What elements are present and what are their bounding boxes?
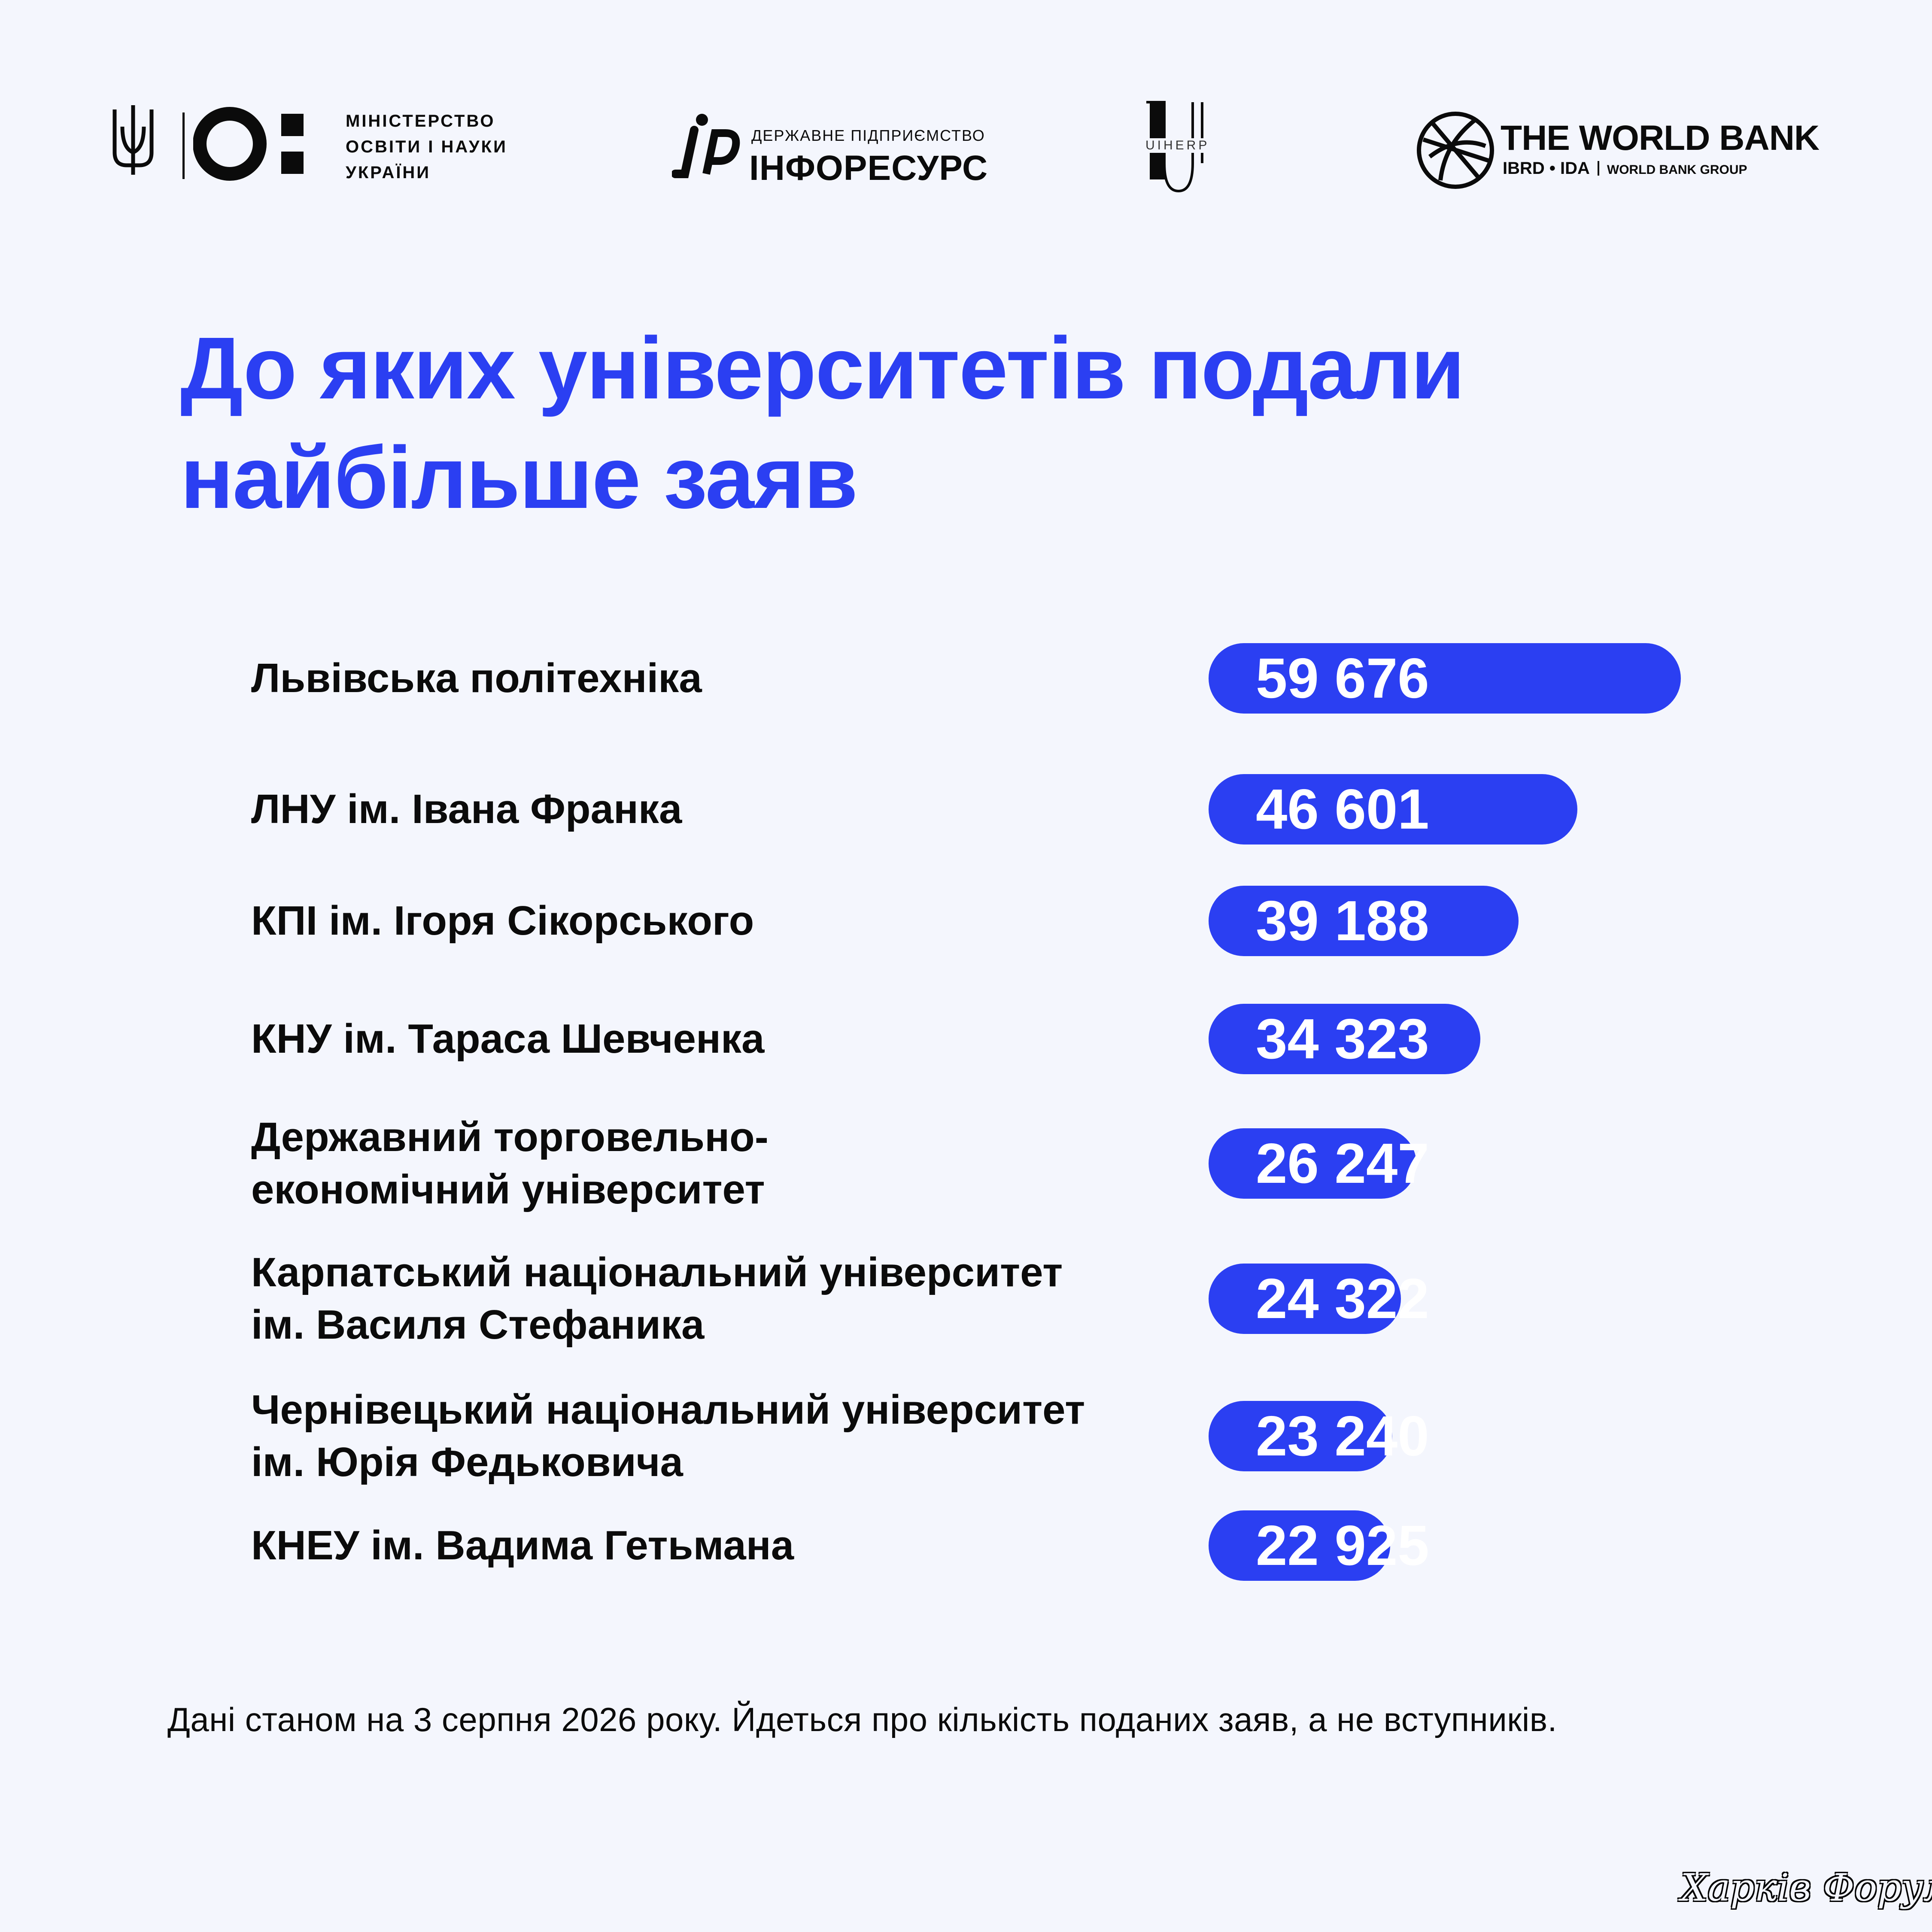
page-title: До яких університетів подали найбільше з… bbox=[180, 313, 1855, 532]
category-label-line: ім. Василя Стефаника bbox=[251, 1302, 705, 1348]
world-bank-group: WORLD BANK GROUP bbox=[1607, 163, 1747, 177]
globe-icon bbox=[1417, 112, 1494, 189]
uiherp-logo: UIHERP bbox=[1138, 99, 1224, 204]
bar-5 bbox=[1209, 1128, 1416, 1199]
title-line-1: До яких університетів подали bbox=[180, 319, 1465, 417]
bar-2 bbox=[1209, 774, 1577, 844]
category-label-line: КНУ ім. Тараса Шевченка bbox=[251, 1016, 765, 1062]
category-label-5: Державний торговельно-економічний універ… bbox=[251, 1111, 769, 1216]
inforesurs-name: ІНФОРЕСУРС bbox=[749, 149, 988, 188]
inforesurs-logo: ДЕРЖАВНЕ ПІДПРИЄМСТВО ІНФОРЕСУРС bbox=[671, 114, 987, 188]
trident-icon bbox=[109, 101, 157, 180]
world-bank-name: THE WORLD BANK bbox=[1501, 118, 1820, 158]
bar-value-label-7: 23 240 bbox=[1256, 1404, 1429, 1467]
ministry-logo: МІНІСТЕРСТВО ОСВІТИ І НАУКИ УКРАЇНИ bbox=[193, 103, 506, 187]
category-label-line: Карпатський національний університет bbox=[251, 1249, 1063, 1295]
category-label-8: КНЕУ ім. Вадима Гетьмана bbox=[251, 1519, 794, 1572]
ministry-line-1: МІНІСТЕРСТВО bbox=[346, 112, 495, 131]
world-bank-sub: IBRD • IDA WORLD BANK GROUP bbox=[1503, 159, 1747, 178]
world-bank-sep bbox=[1597, 161, 1599, 176]
category-label-6: Карпатський національний університет ім. … bbox=[251, 1246, 1063, 1351]
title-line-2: найбільше заяв bbox=[180, 428, 858, 527]
category-label-7: Чернівецький національний університет ім.… bbox=[251, 1384, 1085, 1488]
bar-value-label-3: 39 188 bbox=[1256, 889, 1429, 952]
category-label-4: КНУ ім. Тараса Шевченка bbox=[251, 1013, 764, 1065]
bar-value-label-2: 46 601 bbox=[1256, 778, 1429, 841]
ministry-line-2: ОСВІТИ І НАУКИ bbox=[346, 137, 507, 156]
watermark: Харків Форум bbox=[1681, 1865, 1932, 1910]
inforesurs-top-text: ДЕРЖАВНЕ ПІДПРИЄМСТВО bbox=[751, 127, 985, 144]
bar-8 bbox=[1209, 1510, 1390, 1581]
partner-logos: МІНІСТЕРСТВО ОСВІТИ І НАУКИ УКРАЇНИ ДЕРЖ… bbox=[0, 0, 1932, 258]
world-bank-ibrd: IBRD • IDA bbox=[1503, 159, 1590, 178]
inforesurs-mark-icon bbox=[671, 114, 740, 178]
bar-3 bbox=[1209, 886, 1519, 956]
ministry-text: МІНІСТЕРСТВО ОСВІТИ І НАУКИ УКРАЇНИ bbox=[346, 108, 507, 185]
bar-6 bbox=[1209, 1264, 1401, 1334]
category-label-line: Чернівецький національний університет bbox=[251, 1387, 1085, 1433]
category-label-2: ЛНУ ім. Івана Франка bbox=[251, 783, 682, 835]
category-label-line: Державний торговельно- bbox=[251, 1114, 769, 1160]
category-label-3: КПІ ім. Ігоря Сікорського bbox=[251, 895, 754, 947]
bar-1 bbox=[1209, 643, 1681, 714]
category-label-line: економічний університет bbox=[251, 1166, 765, 1212]
bar-value-label-8: 22 925 bbox=[1256, 1514, 1429, 1577]
bar-value-label-4: 34 323 bbox=[1256, 1007, 1429, 1070]
logo-divider bbox=[182, 112, 185, 179]
bar-7 bbox=[1209, 1401, 1392, 1471]
footnote: Дані станом на 3 серпня 2026 року. Йдеть… bbox=[167, 1701, 1557, 1738]
world-bank-logo: THE WORLD BANK IBRD • IDA WORLD BANK GROU… bbox=[1415, 109, 1820, 193]
bar-4 bbox=[1209, 1004, 1480, 1074]
category-label-line: ім. Юрія Федьковича bbox=[251, 1439, 683, 1485]
category-label-line: ЛНУ ім. Івана Франка bbox=[251, 786, 682, 832]
ministry-line-3: УКРАЇНИ bbox=[346, 163, 431, 182]
category-label-line: КПІ ім. Ігоря Сікорського bbox=[251, 898, 754, 944]
uiherp-text: UIHERP bbox=[1145, 138, 1210, 153]
category-label-line: Львівська політехніка bbox=[251, 655, 702, 701]
category-label-1: Львівська політехніка bbox=[251, 652, 702, 705]
bar-value-label-1: 59 676 bbox=[1256, 647, 1429, 710]
bar-value-label-6: 24 322 bbox=[1256, 1267, 1429, 1330]
bar-value-label-5: 26 247 bbox=[1256, 1132, 1429, 1195]
ministry-mark-icon bbox=[193, 107, 304, 181]
category-label-line: КНЕУ ім. Вадима Гетьмана bbox=[251, 1522, 794, 1568]
